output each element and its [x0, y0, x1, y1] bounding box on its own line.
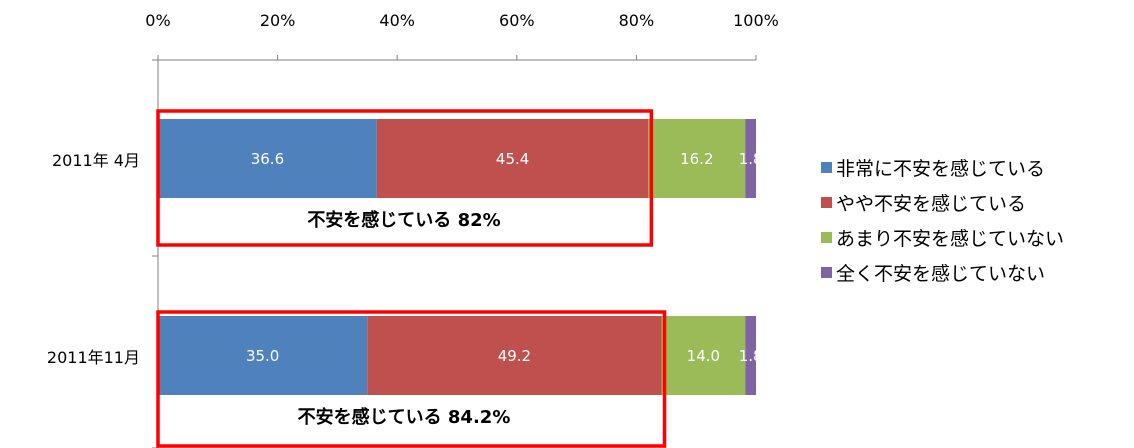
bar-value-label: 14.0: [687, 347, 720, 365]
x-tick-label: 40%: [379, 11, 415, 30]
legend-swatch: [821, 232, 832, 243]
annotation-box: [156, 109, 654, 247]
legend: 非常に不安を感じているやや不安を感じているあまり不安を感じていない全く不安を感じ…: [821, 158, 1064, 285]
bar-segment: [745, 316, 756, 395]
bar-value-label: 1.8: [739, 347, 763, 365]
legend-swatch: [821, 267, 832, 278]
bar-segment: [158, 119, 377, 198]
x-tick-label: 20%: [260, 11, 296, 30]
bar-segment: [376, 119, 649, 198]
legend-swatch: [821, 197, 832, 208]
legend-label: あまり不安を感じていない: [836, 228, 1064, 250]
annotations: 不安を感じている 82% 不安を感じている 84.2%: [156, 109, 667, 448]
bar-value-label: 1.8: [739, 150, 763, 168]
x-axis-ticks: 0% 20% 40% 60% 80% 100%: [145, 11, 779, 448]
annotation-label: 不安を感じている 84.2%: [298, 406, 511, 428]
bar-segment: [158, 316, 368, 395]
legend-label: やや不安を感じている: [836, 193, 1026, 215]
category-label: 2011年11月: [47, 348, 140, 367]
x-tick-label: 0%: [145, 11, 170, 30]
x-tick-label: 60%: [499, 11, 535, 30]
annotation-label: 不安を感じている 82%: [307, 209, 500, 231]
bars: 36.6 45.4 16.2 1.8 35.0 49.2 14.0 1.8: [158, 119, 763, 395]
bar-segment: [745, 119, 756, 198]
bar-segment: [661, 316, 746, 395]
bar-value-label: 36.6: [251, 150, 284, 168]
bar-value-label: 16.2: [680, 150, 713, 168]
legend-label: 全く不安を感じていない: [836, 263, 1045, 285]
bar-segment: [367, 316, 662, 395]
bar-value-label: 35.0: [246, 347, 279, 365]
legend-swatch: [821, 162, 832, 173]
category-labels: 2011年 4月 2011年11月: [47, 151, 140, 367]
category-label: 2011年 4月: [52, 151, 140, 170]
x-tick-label: 80%: [619, 11, 655, 30]
bar-value-label: 49.2: [498, 347, 531, 365]
legend-label: 非常に不安を感じている: [836, 158, 1045, 180]
x-tick-label: 100%: [733, 11, 779, 30]
annotation-box: [156, 310, 667, 448]
bar-value-label: 45.4: [496, 150, 529, 168]
bar-segment: [648, 119, 746, 198]
